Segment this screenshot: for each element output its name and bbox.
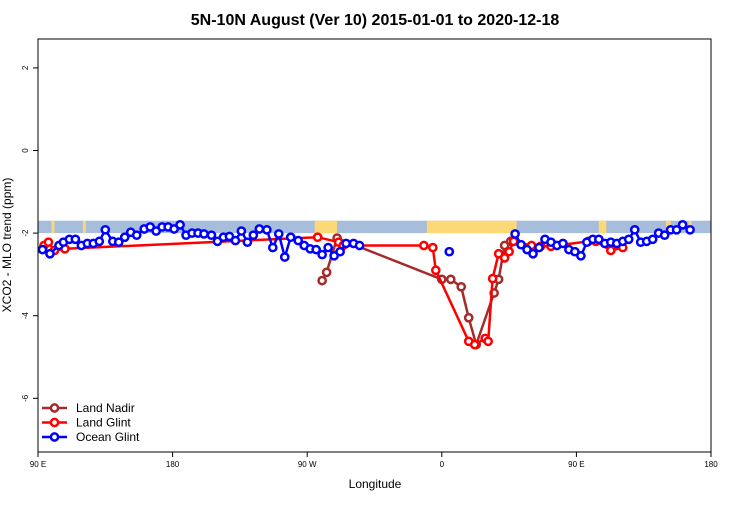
data-point-land-nadir [317, 275, 328, 286]
data-point-ocean-glint [335, 246, 345, 257]
plot-frame [37, 38, 712, 453]
data-point-land-glint [499, 253, 510, 263]
data-point-ocean-glint [558, 238, 568, 249]
x-tick-label: 0 [440, 460, 445, 469]
x-tick-label: 90 E [30, 460, 46, 469]
data-point-ocean-glint [293, 235, 304, 246]
x-tick-label: 180 [704, 460, 718, 469]
data-point-land-glint [605, 245, 616, 256]
map-strip-land [82, 220, 86, 234]
data-point-ocean-glint [236, 226, 247, 236]
data-point-ocean-glint [510, 229, 520, 239]
map-strip-land [598, 220, 607, 234]
series-line-land-nadir [321, 236, 512, 349]
map-strip-land [314, 220, 338, 234]
data-point-ocean-glint [70, 234, 81, 245]
data-point-land-glint [430, 265, 441, 276]
data-point-ocean-glint [175, 220, 185, 230]
data-point-ocean-glint [528, 248, 538, 259]
data-point-ocean-glint [317, 249, 328, 260]
series-layer [37, 220, 695, 350]
data-point-ocean-glint [323, 242, 333, 253]
data-point-ocean-glint [279, 252, 290, 262]
data-point-ocean-glint [311, 244, 322, 255]
data-point-ocean-glint [230, 235, 241, 246]
y-tick-label: 2 [21, 65, 30, 70]
data-point-ocean-glint [254, 224, 265, 234]
map-strip-land [51, 220, 55, 234]
data-point-ocean-glint [576, 250, 586, 261]
data-point-ocean-glint [285, 232, 296, 243]
data-point-land-glint [487, 273, 498, 284]
data-point-land-nadir [463, 312, 474, 323]
data-point-ocean-glint [261, 224, 272, 235]
legend-marker-land-nadir [49, 403, 60, 413]
map-strip-land [426, 220, 517, 234]
axes-layer: 90 E 180 90 W 0 90 E 180 2 0 -2 -4 -6 [21, 38, 718, 469]
data-point-ocean-glint [37, 244, 48, 255]
data-point-ocean-glint [113, 237, 124, 248]
data-point-ocean-glint [341, 238, 351, 249]
data-point-ocean-glint [629, 224, 640, 235]
data-point-land-glint [483, 336, 494, 347]
data-point-ocean-glint [199, 229, 209, 239]
data-point-land-glint [504, 246, 514, 257]
data-point-ocean-glint [677, 220, 688, 230]
data-point-ocean-glint [685, 224, 695, 235]
x-tick-label: 90 W [298, 460, 317, 469]
data-point-ocean-glint [647, 234, 658, 245]
data-point-ocean-glint [131, 230, 142, 241]
data-point-land-glint [43, 237, 54, 248]
data-point-ocean-glint [534, 242, 544, 253]
data-point-ocean-glint [248, 230, 259, 241]
data-point-ocean-glint [100, 224, 111, 235]
legend-marker-land-glint [49, 417, 60, 428]
y-tick-label: -6 [21, 394, 30, 402]
data-point-ocean-glint [516, 239, 526, 250]
legend-label-land-nadir: Land Nadir [76, 401, 135, 415]
data-point-ocean-glint [623, 234, 634, 245]
data-point-ocean-glint [671, 224, 682, 235]
legend-marker-ocean-glint [49, 432, 60, 442]
data-point-land-nadir [321, 267, 332, 278]
data-point-ocean-glint [119, 232, 130, 243]
data-point-land-glint [469, 339, 480, 350]
y-tick-label: 0 [21, 148, 30, 153]
data-point-ocean-glint [273, 229, 284, 239]
y-axis-label: XCO2 - MLO trend (ppm) [0, 178, 14, 313]
data-point-ocean-glint [45, 248, 55, 259]
y-tick-label: -2 [21, 229, 30, 237]
data-point-land-glint [419, 240, 429, 251]
x-tick-label: 180 [166, 460, 180, 469]
data-point-ocean-glint [267, 242, 278, 253]
data-point-land-nadir [456, 281, 467, 292]
data-point-ocean-glint [444, 246, 455, 257]
legend-label-ocean-glint: Ocean Glint [76, 430, 140, 444]
data-point-ocean-glint [354, 240, 365, 251]
x-axis-label: Longitude [349, 477, 402, 491]
y-tick-label: -4 [21, 312, 30, 320]
legend-label-land-glint: Land Glint [76, 416, 131, 430]
data-point-ocean-glint [94, 236, 105, 247]
data-point-ocean-glint [659, 230, 670, 241]
data-point-land-glint [312, 232, 323, 243]
x-tick-label: 90 E [568, 460, 584, 469]
chart-title: 5N-10N August (Ver 10) 2015-01-01 to 202… [191, 12, 560, 29]
data-point-land-nadir [445, 274, 456, 285]
data-point-ocean-glint [206, 230, 217, 241]
data-point-land-glint [427, 242, 438, 253]
data-point-ocean-glint [242, 237, 253, 248]
data-point-land-glint [508, 236, 519, 247]
